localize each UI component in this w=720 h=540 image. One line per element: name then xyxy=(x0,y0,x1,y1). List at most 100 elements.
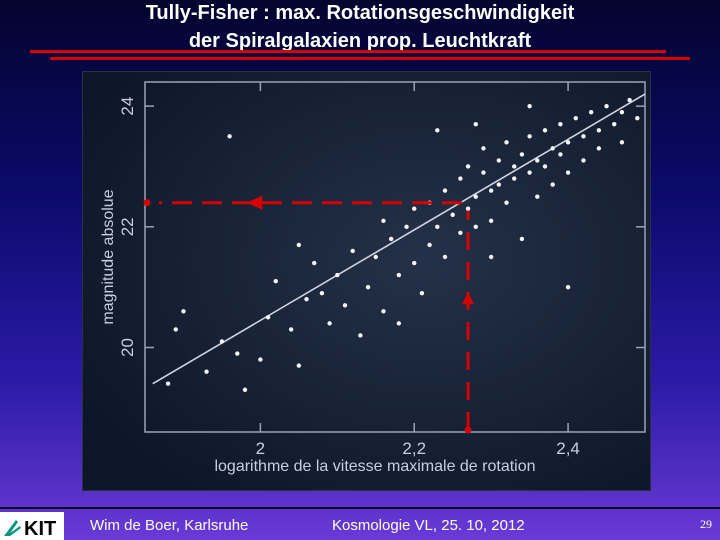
data-point xyxy=(296,363,302,368)
data-point xyxy=(512,164,517,169)
footer-course: Kosmologie VL, 25. 10, 2012 xyxy=(332,517,525,534)
data-point xyxy=(558,122,563,127)
data-point xyxy=(565,284,571,290)
data-point xyxy=(358,333,363,338)
data-point xyxy=(304,297,309,302)
tully-fisher-scatter-plot: 2 2,2 2,4 20 22 24 logarithme de la vitesse m… xyxy=(83,72,650,490)
data-point xyxy=(573,116,578,121)
data-point xyxy=(535,158,540,163)
data-point xyxy=(612,122,617,127)
data-point xyxy=(619,109,625,115)
data-point xyxy=(565,170,571,175)
data-point xyxy=(481,170,486,175)
y-tick-label: 20 xyxy=(118,338,137,357)
data-point xyxy=(412,260,417,266)
kit-logo: KIT xyxy=(0,512,64,540)
kit-logo-icon: KIT xyxy=(4,518,56,540)
data-point xyxy=(535,194,540,199)
data-point xyxy=(496,158,502,163)
data-point xyxy=(542,128,548,133)
data-point xyxy=(581,134,586,139)
data-point xyxy=(381,218,386,223)
data-point xyxy=(527,170,532,175)
slide-title-line2: der Spiralgalaxien prop. Leuchtkraft xyxy=(188,30,532,52)
y-axis-label: magnitude absolue xyxy=(100,189,117,324)
data-point xyxy=(435,128,440,133)
data-point xyxy=(565,140,571,145)
data-point xyxy=(473,224,478,230)
data-point xyxy=(558,152,563,157)
x-tick-label: 2,4 xyxy=(556,439,580,458)
data-point xyxy=(227,134,232,139)
data-point xyxy=(312,260,317,266)
data-point xyxy=(204,369,209,374)
data-point xyxy=(388,236,394,242)
data-point xyxy=(542,164,548,169)
data-point xyxy=(419,291,425,296)
data-point xyxy=(173,327,178,332)
data-point xyxy=(588,109,594,115)
y-tick-label: 22 xyxy=(118,217,137,236)
plot-frame xyxy=(144,81,646,433)
data-point xyxy=(296,242,302,248)
data-point xyxy=(527,134,532,139)
footer-divider xyxy=(0,507,720,509)
data-point xyxy=(181,309,186,314)
data-point xyxy=(273,278,278,284)
data-point xyxy=(519,152,525,157)
kit-logo-text: KIT xyxy=(24,518,56,540)
data-point xyxy=(627,97,632,103)
data-point xyxy=(258,357,263,362)
data-point xyxy=(488,218,494,223)
data-point xyxy=(442,254,448,260)
data-point xyxy=(235,351,240,356)
data-point xyxy=(404,224,409,230)
data-point xyxy=(512,176,517,181)
data-point xyxy=(373,254,378,260)
data-point xyxy=(504,140,509,145)
slide-title-line1: Tully-Fisher : max. Rotationsgeschwindig… xyxy=(145,2,575,24)
annotation-y-marker xyxy=(143,199,151,207)
data-point xyxy=(519,236,525,242)
data-point xyxy=(604,103,609,109)
data-point xyxy=(365,284,371,290)
data-point xyxy=(412,206,417,211)
data-point xyxy=(427,242,432,248)
data-point xyxy=(288,327,294,332)
page-number: 29 xyxy=(700,517,712,531)
data-point xyxy=(465,164,471,169)
data-point xyxy=(396,272,402,278)
data-point xyxy=(550,146,555,151)
data-point xyxy=(504,200,509,205)
data-point xyxy=(165,381,171,386)
data-point xyxy=(550,182,555,187)
data-point xyxy=(473,194,478,199)
data-point xyxy=(488,188,494,193)
data-point xyxy=(635,116,640,121)
data-point xyxy=(265,315,271,320)
data-point xyxy=(465,206,471,211)
x-tick-label: 2,2 xyxy=(402,439,426,458)
data-point xyxy=(581,158,586,163)
data-point xyxy=(396,321,402,326)
data-point xyxy=(596,128,602,133)
data-point xyxy=(319,291,325,296)
data-point xyxy=(327,321,332,326)
data-point xyxy=(242,387,248,392)
data-point xyxy=(335,272,340,278)
data-point xyxy=(527,103,532,109)
data-point xyxy=(381,309,386,314)
data-point xyxy=(435,224,440,230)
data-point xyxy=(596,146,602,151)
plot-background xyxy=(83,72,650,490)
data-point xyxy=(481,146,486,151)
data-point xyxy=(342,303,348,308)
data-point xyxy=(442,188,448,193)
x-tick-label: 2 xyxy=(256,439,265,458)
data-point xyxy=(450,212,455,217)
annotation-left-arrowhead xyxy=(246,195,263,210)
footer-author: Wim de Boer, Karlsruhe xyxy=(90,517,249,534)
data-point xyxy=(458,230,463,236)
data-point xyxy=(350,248,355,254)
data-point xyxy=(496,182,502,187)
